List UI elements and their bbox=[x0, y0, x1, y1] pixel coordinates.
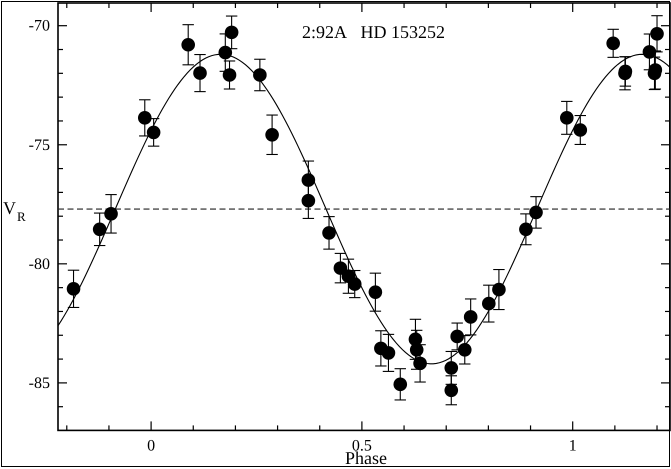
svg-text:0: 0 bbox=[147, 437, 155, 454]
svg-text:-75: -75 bbox=[29, 137, 50, 154]
svg-text:-70: -70 bbox=[29, 18, 50, 35]
svg-text:R: R bbox=[17, 209, 26, 224]
svg-text:-85: -85 bbox=[29, 375, 50, 392]
svg-text:Phase: Phase bbox=[345, 448, 387, 468]
svg-text:1: 1 bbox=[569, 437, 577, 454]
svg-text:V: V bbox=[3, 198, 16, 218]
svg-text:2:92A HD 153252: 2:92A HD 153252 bbox=[302, 22, 445, 42]
svg-text:-80: -80 bbox=[29, 256, 50, 273]
